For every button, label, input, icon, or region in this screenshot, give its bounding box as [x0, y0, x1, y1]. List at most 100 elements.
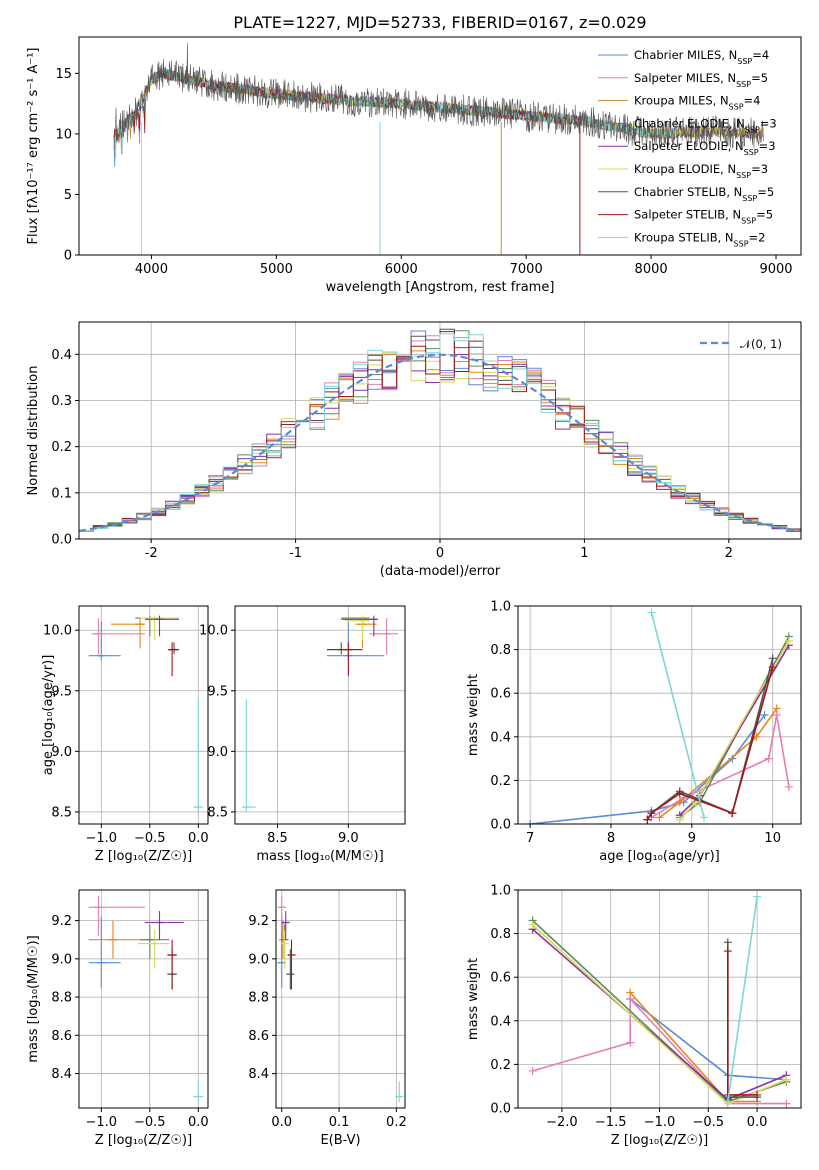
x-tick-label: -2	[145, 546, 158, 561]
y-axis-label: age [log₁₀(age/yr)]	[41, 655, 56, 776]
y-tick-label: 0.0	[490, 1102, 511, 1117]
weight-marker	[643, 815, 652, 824]
y-tick-label: 8.4	[248, 1067, 269, 1082]
x-tick-label: −0.5	[134, 1115, 166, 1130]
y-tick-label: 8.8	[248, 991, 269, 1006]
x-tick-label: −1.0	[86, 1115, 118, 1130]
weight-marker	[723, 947, 732, 956]
plot-area	[242, 615, 398, 812]
plot-area	[277, 895, 404, 1103]
x-tick-label: 0.2	[386, 1115, 407, 1130]
weight-marker	[723, 1097, 732, 1106]
x-axis-label: wavelength [Angstrom, rest frame]	[326, 280, 555, 295]
plot-area	[79, 328, 801, 532]
y-tick-label: 0	[64, 249, 72, 264]
y-axis-label: mass [log₁₀(M/M☉)]	[26, 935, 41, 1062]
weight-marker	[753, 1090, 762, 1099]
weight-line	[650, 714, 790, 819]
legend-entry: Salpeter ELODIE, NSSP=3	[634, 139, 776, 157]
weight-marker	[784, 782, 793, 791]
weight-marker	[675, 789, 684, 798]
y-axis-label: mass weight	[466, 958, 481, 1040]
residual-histogram	[79, 333, 801, 532]
axes-frame	[78, 36, 802, 256]
y-tick-label: 0.2	[51, 440, 72, 455]
x-axis-label: Z [log₁₀(Z/Z☉)]	[95, 849, 192, 864]
panel-z-weight: −2.0 −1.5 −1.0 −0.5 0.0 0.0 0.2 0.4 0.6 0.8 1.0 Z […	[466, 884, 802, 1148]
y-tick-label: 0.0	[490, 818, 511, 833]
weight-marker	[753, 892, 762, 901]
weight-marker	[528, 920, 537, 929]
legend-entry: Chabrier MILES, NSSP=4	[634, 48, 769, 66]
x-tick-label: 8	[607, 831, 615, 846]
x-tick-label: 0.0	[271, 1115, 292, 1130]
y-tick-label: 0.4	[490, 730, 511, 745]
y-tick-label: 0.2	[490, 774, 511, 789]
y-tick-label: 10	[55, 127, 72, 142]
normal-curve	[79, 353, 801, 532]
axes-frame	[78, 889, 209, 1109]
weight-line	[650, 612, 705, 818]
weight-marker	[782, 1075, 791, 1084]
y-tick-label: 8.8	[51, 991, 72, 1006]
y-tick-label: 9.0	[51, 952, 72, 967]
x-axis-label: mass [log₁₀(M/M☉)]	[256, 849, 383, 864]
x-tick-label: 8.5	[267, 831, 288, 846]
x-tick-label: 0	[436, 546, 444, 561]
y-axis-label: mass weight	[466, 674, 481, 756]
weight-marker	[647, 809, 656, 818]
x-tick-label: 9.0	[338, 831, 359, 846]
axes-frame	[234, 605, 406, 825]
y-tick-label: 8.6	[248, 1029, 269, 1044]
weight-line	[530, 714, 766, 824]
y-tick-label: 8.6	[51, 1029, 72, 1044]
x-tick-label: −0.5	[134, 831, 166, 846]
x-tick-label: 7000	[510, 262, 543, 277]
x-tick-label: 6000	[385, 262, 418, 277]
y-tick-label: 15	[55, 67, 72, 82]
residual-histogram	[79, 350, 801, 532]
axes-frame	[275, 889, 406, 1109]
x-tick-label: 0.1	[329, 1115, 350, 1130]
x-axis-label: E(B-V)	[320, 1133, 360, 1148]
y-tick-label: 9.0	[51, 745, 72, 760]
weight-marker	[699, 813, 708, 822]
x-tick-label: 7	[526, 831, 534, 846]
weight-marker	[768, 654, 777, 663]
y-tick-label: 9.2	[51, 914, 72, 929]
weight-marker	[764, 754, 773, 763]
plot-area	[88, 615, 204, 812]
y-tick-label: 0.1	[51, 486, 72, 501]
x-tick-label: 1	[580, 546, 588, 561]
weight-line	[727, 896, 758, 1102]
y-tick-label: 0.0	[51, 533, 72, 548]
x-tick-label: 0.0	[747, 1115, 768, 1130]
weight-marker	[760, 711, 769, 719]
weight-marker	[675, 815, 684, 824]
plot-area	[113, 42, 764, 255]
panel-age-weight: 7 8 9 10 0.0 0.2 0.4 0.6 0.8 1.0 age [log₁₀(age/yr…	[466, 600, 802, 864]
y-tick-label: 8.5	[51, 805, 72, 820]
plot-area	[526, 608, 793, 824]
weight-marker	[772, 704, 781, 713]
weight-marker	[784, 636, 793, 645]
y-tick-label: 0.8	[490, 643, 511, 658]
y-tick-label: 5	[64, 188, 72, 203]
y-tick-label: 0.8	[490, 927, 511, 942]
y-tick-label: 0.6	[490, 687, 511, 702]
y-tick-label: 0.4	[51, 348, 72, 363]
x-tick-label: 10	[764, 831, 781, 846]
panel-z-age: −1.0 −0.5 0.0 8.5 9.0 9.5 10.0 Z [log₁₀(Z/Z☉)] a…	[41, 605, 209, 864]
weight-marker	[626, 988, 635, 997]
weight-marker	[728, 809, 737, 818]
x-tick-label: 0.0	[188, 1115, 209, 1130]
weight-marker	[782, 1099, 791, 1108]
axes-frame	[517, 605, 802, 825]
x-tick-label: 4000	[135, 262, 168, 277]
x-tick-label: −0.5	[693, 1115, 725, 1130]
weight-line	[646, 666, 774, 821]
x-axis-label: Z [log₁₀(Z/Z☉)]	[95, 1133, 192, 1148]
plot-area	[528, 892, 791, 1108]
x-tick-label: −1.0	[86, 831, 118, 846]
